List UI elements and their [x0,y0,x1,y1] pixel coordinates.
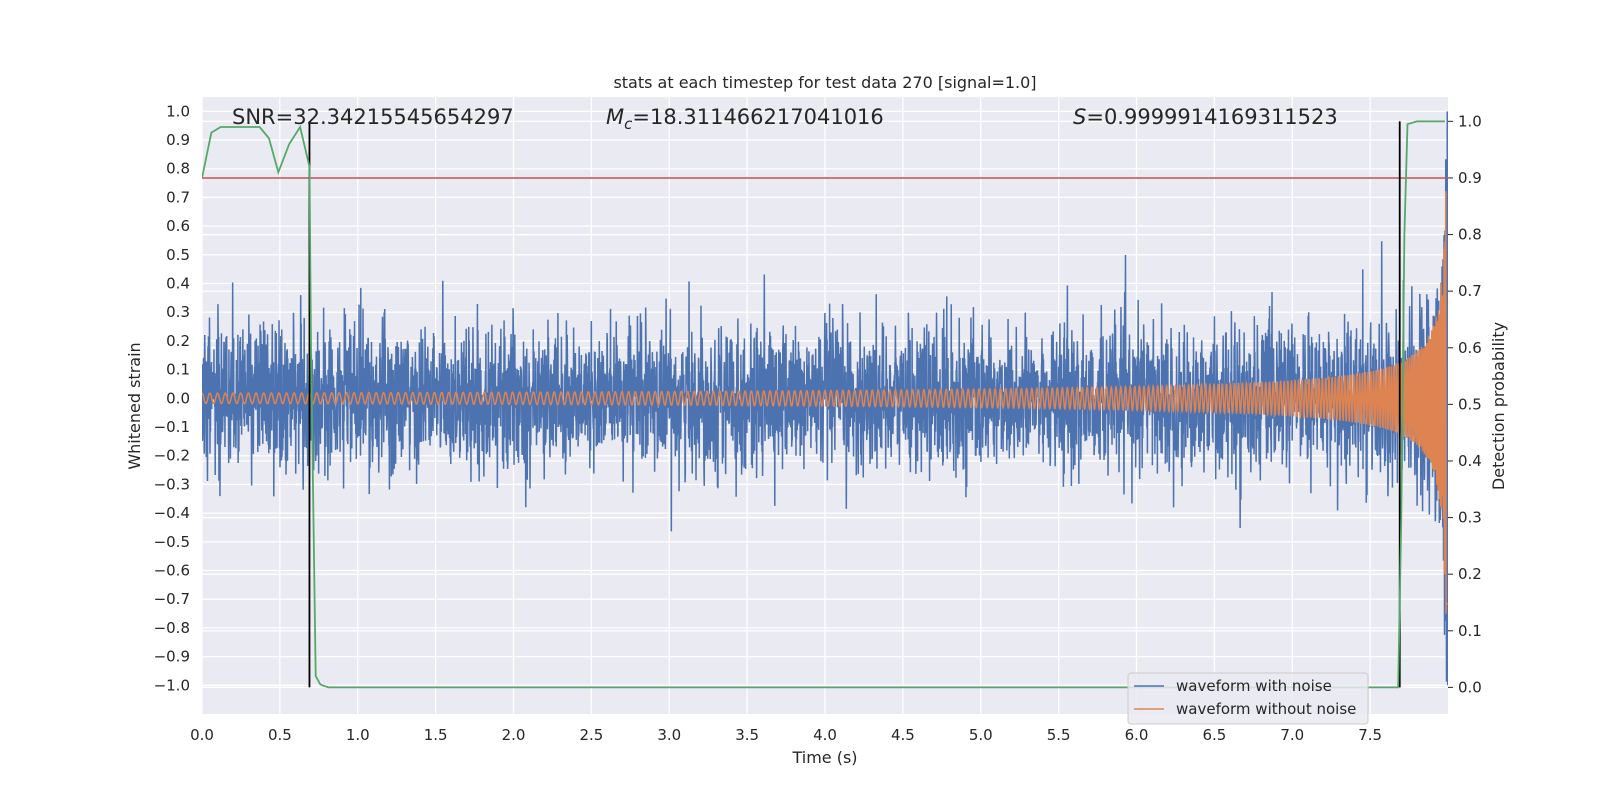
y-tick-label: 0.9 [166,131,190,149]
x-tick-label: 6.5 [1202,726,1226,744]
legend-label-noisy: waveform with noise [1176,677,1332,695]
x-tick-label: 2.5 [579,726,603,744]
y2-tick-label: 0.3 [1458,509,1482,527]
series-layer [202,111,1448,689]
y2-tick-labels: 0.0 0.1 0.2 0.3 0.4 0.5 0.6 0.7 0.8 0.9 1.0 [1448,112,1482,696]
y-tick-label: −0.3 [154,475,190,493]
snr-annotation: SNR=32.34215545654297 [232,105,514,129]
y2-axis-label: Detection probability [1489,322,1508,490]
y-tick-label: −0.8 [154,619,190,637]
y2-tick-label: 0.0 [1458,678,1482,696]
x-tick-label: 0.5 [268,726,292,744]
score-annotation: S=0.9999914169311523 [1073,105,1338,129]
x-tick-labels: 0.0 0.5 1.0 1.5 2.0 2.5 3.0 3.5 4.0 4.5 5.0 5.5 6.0 6… [190,726,1382,744]
y2-tick-label: 0.9 [1458,169,1482,187]
x-tick-label: 0.0 [190,726,214,744]
y-tick-label: 0.6 [166,217,190,235]
y-tick-label: −0.4 [154,504,190,522]
chirp-mass-value: =18.311466217041016 [632,105,883,129]
score-value: =0.9999914169311523 [1086,105,1337,129]
series-line-waveform-without-noise [202,191,1448,614]
y2-tick-label: 1.0 [1458,112,1482,130]
y-tick-label: 0.7 [166,188,190,206]
y-tick-label: 0.5 [166,246,190,264]
y-tick-label: 0.0 [166,389,190,407]
chirp-mass-symbol: M [606,105,624,129]
y2-tick-label: 0.6 [1458,339,1482,357]
series-line-waveform-with-noise [202,111,1448,686]
series-line-detection-probability [202,120,1445,689]
y-tick-label: 0.3 [166,303,190,321]
y-axis-label: Whitened strain [125,342,144,469]
x-tick-label: 2.0 [502,726,526,744]
y-tick-label: −0.5 [154,533,190,551]
legend: waveform with noise waveform without noi… [1127,672,1369,725]
chirp-mass-subscript: c [624,115,633,133]
y-tick-label: 1.0 [166,102,190,120]
y-tick-label: 0.8 [166,160,190,178]
x-tick-label: 6.0 [1125,726,1149,744]
x-tick-label: 4.5 [891,726,915,744]
y-tick-label: −0.2 [154,447,190,465]
x-tick-label: 3.0 [657,726,681,744]
chirp-mass-annotation: Mc=18.311466217041016 [606,105,884,133]
y2-tick-label: 0.7 [1458,282,1482,300]
y-tick-label: 0.2 [166,332,190,350]
y2-tick-label: 0.5 [1458,395,1482,413]
legend-label-clean: waveform without noise [1176,700,1356,718]
x-axis-label: Time (s) [791,748,857,767]
y-tick-label: 0.1 [166,361,190,379]
x-tick-label: 7.5 [1358,726,1382,744]
y-tick-labels: −1.0 −0.9 −0.8 −0.7 −0.6 −0.5 −0.4 −0.3 −0.2 −0.1… [154,102,190,694]
x-tick-label: 3.5 [735,726,759,744]
y2-tick-label: 0.1 [1458,622,1482,640]
y-tick-label: −0.1 [154,418,190,436]
y-tick-label: −0.9 [154,648,190,666]
y2-tick-label: 0.8 [1458,226,1482,244]
y-tick-label: 0.4 [166,275,190,293]
score-symbol: S [1073,105,1086,129]
y-tick-label: −0.6 [154,562,190,580]
x-tick-label: 7.0 [1280,726,1304,744]
y2-tick-label: 0.4 [1458,452,1482,470]
x-tick-label: 1.5 [424,726,448,744]
x-tick-label: 1.0 [346,726,370,744]
x-tick-label: 4.0 [813,726,837,744]
legend-box [1127,672,1369,725]
y2-tick-label: 0.2 [1458,565,1482,583]
x-tick-label: 5.5 [1047,726,1071,744]
x-tick-label: 5.0 [969,726,993,744]
chart-title: stats at each timestep for test data 270… [613,73,1036,92]
y-tick-label: −1.0 [154,676,190,694]
y-tick-label: −0.7 [154,590,190,608]
